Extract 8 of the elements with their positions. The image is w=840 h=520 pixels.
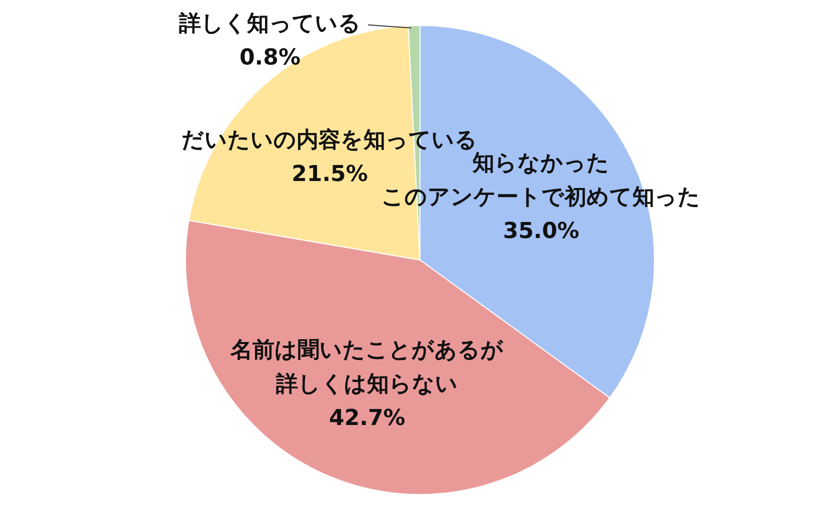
slice-label: 名前は聞いたことがあるが詳しくは知らない bbox=[230, 338, 504, 398]
slice-label: 詳しく知っている bbox=[178, 12, 361, 37]
data-label: 42.7% bbox=[329, 406, 406, 432]
data-label: 0.8% bbox=[239, 46, 301, 71]
slice-label: だいたいの内容を知っている bbox=[182, 126, 478, 153]
slice-label: 知らなかったこのアンケートで初めて知った bbox=[382, 150, 701, 210]
data-label: 35.0% bbox=[503, 218, 580, 244]
data-label: 21.5% bbox=[292, 162, 368, 187]
